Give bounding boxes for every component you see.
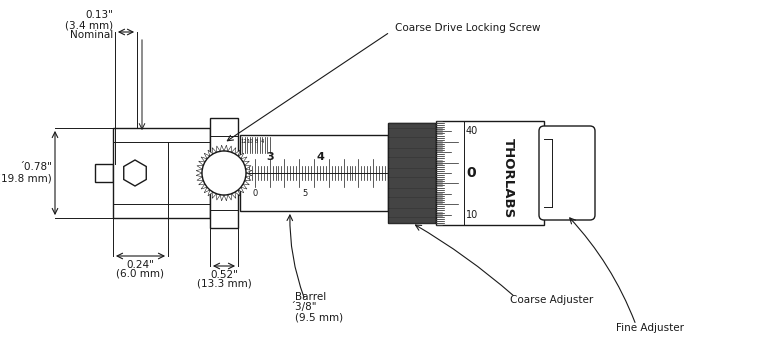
Text: (3.4 mm): (3.4 mm) — [65, 20, 113, 30]
Bar — [210, 118, 238, 228]
Polygon shape — [124, 160, 147, 186]
Text: (13.3 mm): (13.3 mm) — [197, 279, 251, 289]
Text: 0.13": 0.13" — [85, 10, 113, 20]
Text: 0.24": 0.24" — [126, 260, 154, 270]
Polygon shape — [212, 192, 217, 198]
Polygon shape — [224, 145, 228, 151]
Text: 0.52": 0.52" — [210, 270, 238, 280]
Polygon shape — [217, 194, 220, 200]
Polygon shape — [245, 166, 251, 169]
Polygon shape — [241, 184, 247, 189]
Polygon shape — [212, 147, 217, 154]
Polygon shape — [217, 146, 220, 152]
Bar — [436, 121, 544, 225]
Polygon shape — [243, 180, 250, 185]
Text: 10: 10 — [246, 138, 254, 144]
Text: (6.0 mm): (6.0 mm) — [116, 269, 164, 279]
Polygon shape — [208, 150, 213, 156]
Text: Coarse Adjuster: Coarse Adjuster — [510, 295, 594, 305]
Polygon shape — [196, 173, 202, 177]
Polygon shape — [228, 146, 232, 152]
Bar — [113, 128, 210, 218]
Polygon shape — [201, 184, 207, 189]
Polygon shape — [228, 194, 232, 200]
Polygon shape — [201, 157, 207, 162]
Polygon shape — [220, 195, 224, 201]
Polygon shape — [238, 187, 244, 193]
Polygon shape — [199, 180, 205, 185]
Text: Barrel: Barrel — [295, 292, 326, 302]
Bar — [388, 123, 436, 223]
Text: Fine Adjuster: Fine Adjuster — [616, 323, 684, 333]
Polygon shape — [208, 190, 213, 196]
Polygon shape — [224, 195, 228, 201]
Polygon shape — [196, 169, 202, 173]
Polygon shape — [220, 145, 224, 151]
Text: 3: 3 — [266, 152, 274, 162]
Polygon shape — [241, 157, 247, 162]
Text: Nominal: Nominal — [69, 30, 113, 40]
Polygon shape — [232, 192, 236, 198]
Polygon shape — [204, 153, 210, 159]
Polygon shape — [235, 190, 240, 196]
Text: 4: 4 — [261, 138, 264, 144]
FancyBboxPatch shape — [539, 126, 595, 220]
Polygon shape — [246, 173, 252, 177]
Polygon shape — [238, 153, 244, 159]
Bar — [95, 164, 113, 182]
Circle shape — [202, 151, 246, 195]
Polygon shape — [204, 187, 210, 193]
Text: (9.5 mm): (9.5 mm) — [295, 312, 343, 322]
Text: ́0.78"
(19.8 mm): ́0.78" (19.8 mm) — [0, 162, 52, 184]
Polygon shape — [245, 177, 251, 180]
Polygon shape — [197, 177, 204, 180]
Text: 10: 10 — [466, 210, 478, 220]
Polygon shape — [232, 147, 236, 154]
Polygon shape — [246, 169, 252, 173]
Text: 8: 8 — [254, 138, 257, 144]
Polygon shape — [199, 161, 205, 166]
Text: 0: 0 — [253, 188, 257, 197]
Text: 4: 4 — [316, 152, 324, 162]
Text: THORLABS: THORLABS — [502, 138, 515, 218]
Text: 5: 5 — [303, 188, 307, 197]
Text: Coarse Drive Locking Screw: Coarse Drive Locking Screw — [395, 23, 541, 33]
Bar — [240, 135, 388, 211]
Text: 12: 12 — [240, 138, 247, 144]
Polygon shape — [235, 150, 240, 156]
Text: 0: 0 — [466, 166, 476, 180]
Text: ́3/8": ́3/8" — [295, 302, 317, 312]
Polygon shape — [243, 161, 250, 166]
Polygon shape — [197, 166, 204, 169]
Text: 40: 40 — [466, 126, 478, 136]
